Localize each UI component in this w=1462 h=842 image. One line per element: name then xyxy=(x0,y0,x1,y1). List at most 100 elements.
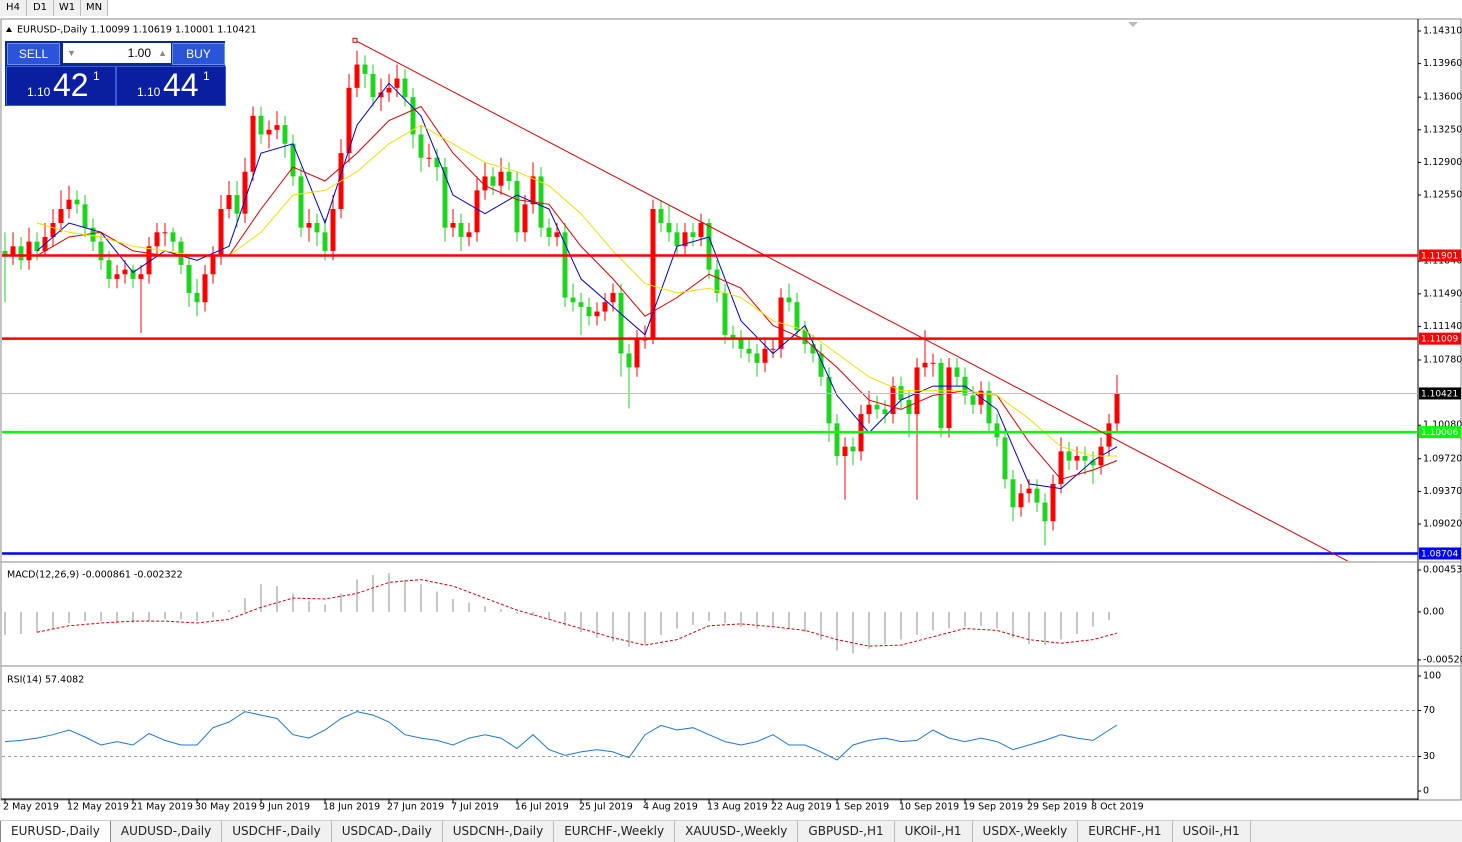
candle-body xyxy=(426,157,432,159)
chart-tab[interactable]: USDCAD-,Daily xyxy=(332,821,443,842)
y-tick-label: 1.13250 xyxy=(1423,124,1462,135)
level-tag xyxy=(1419,426,1461,439)
y-tick-label: 1.11490 xyxy=(1423,288,1462,299)
candle-body xyxy=(690,232,696,237)
candle-body xyxy=(610,292,616,303)
candle-body xyxy=(274,125,280,130)
bid-frac: 1 xyxy=(93,69,100,83)
buy-button[interactable]: BUY xyxy=(172,43,225,65)
candle-body xyxy=(314,222,320,233)
x-tick-label: 7 Jul 2019 xyxy=(451,802,499,813)
panel-title: MACD(12,26,9) -0.000861 -0.002322 xyxy=(7,570,183,581)
timeframe-button[interactable]: H4 xyxy=(0,0,27,16)
candle-body xyxy=(650,209,656,340)
candle-body xyxy=(346,87,352,154)
candle-body xyxy=(714,269,720,293)
timeframe-button[interactable]: W1 xyxy=(54,0,81,16)
candle-body xyxy=(618,292,624,354)
candle-body xyxy=(1042,502,1048,522)
chart-tab[interactable]: EURUSD-,Daily xyxy=(0,821,111,842)
chart-tab[interactable]: USDCNH-,Daily xyxy=(443,821,555,842)
x-tick-label: 25 Jul 2019 xyxy=(579,802,633,813)
candle-body xyxy=(786,297,792,303)
chart-tab[interactable]: USDX-,Weekly xyxy=(973,821,1079,842)
candle-body xyxy=(362,64,368,74)
level-tag xyxy=(1419,387,1461,400)
spin-up[interactable]: ▲ xyxy=(158,48,167,58)
candle-body xyxy=(330,209,336,251)
candle-body xyxy=(1034,488,1040,503)
y-tick-label: 70 xyxy=(1423,705,1435,716)
candle-body xyxy=(730,334,736,340)
candle-body xyxy=(2,250,8,256)
y-tick-label: 0 xyxy=(1423,786,1429,797)
candle-body xyxy=(66,199,72,210)
candle-body xyxy=(570,297,576,303)
candle-body xyxy=(506,171,512,182)
candle-body xyxy=(482,176,488,191)
candle-body xyxy=(554,232,560,237)
candle-body xyxy=(58,209,64,223)
candle-body xyxy=(90,227,96,242)
candle-body xyxy=(106,260,112,279)
shift-marker xyxy=(1128,22,1138,27)
candle-body xyxy=(186,264,192,293)
candle-body xyxy=(410,97,416,135)
candle-body xyxy=(170,232,176,242)
chart-tab[interactable]: EURCHF-,H1 xyxy=(1078,821,1173,842)
bid-pips: 42 xyxy=(53,67,89,103)
price-plot xyxy=(2,50,1120,546)
timeframe-toolbar: H4 D1 W1 MN xyxy=(0,0,108,17)
x-tick-label: 30 May 2019 xyxy=(195,802,257,813)
candle-body xyxy=(34,241,40,251)
chart-tab[interactable]: USOil-,H1 xyxy=(1173,821,1251,842)
candle-body xyxy=(762,348,768,363)
candle-body xyxy=(26,241,32,261)
candle-body xyxy=(514,181,520,233)
candle-body xyxy=(698,222,704,237)
lot-input[interactable]: ▼ 1.00 ▲ xyxy=(63,43,171,63)
candle-body xyxy=(1090,460,1096,466)
timeframe-button[interactable]: D1 xyxy=(27,0,54,16)
candle-body xyxy=(674,232,680,247)
chart-tab[interactable]: AUDUSD-,Daily xyxy=(111,821,223,842)
chart-tab[interactable]: XAUUSD-,Weekly xyxy=(675,821,799,842)
candle-body xyxy=(194,292,200,303)
candle-body xyxy=(530,176,536,205)
candle-body xyxy=(74,199,80,205)
candle-body xyxy=(1058,451,1064,484)
chart-tab[interactable]: USDCHF-,Daily xyxy=(222,821,332,842)
candle-body xyxy=(834,423,840,456)
candle-body xyxy=(810,344,816,354)
sell-button[interactable]: SELL xyxy=(7,43,60,65)
candle-body xyxy=(666,222,672,233)
level-label: 1.11009 xyxy=(1421,335,1458,345)
chart-tab[interactable]: GBPUSD-,H1 xyxy=(798,821,895,842)
chart-tab[interactable]: UKOil-,H1 xyxy=(895,821,973,842)
x-tick-label: 4 Aug 2019 xyxy=(643,802,698,813)
candle-body xyxy=(546,227,552,237)
candle-body xyxy=(1074,455,1080,461)
spin-down[interactable]: ▼ xyxy=(67,48,76,58)
candle-body xyxy=(322,232,328,251)
chart: 1.14310 1.13960 1.13600 1.13250 1.12900 1.125… xyxy=(0,18,1462,813)
bid-quote[interactable]: 1.10 42 1 xyxy=(6,66,116,106)
candle-body xyxy=(282,125,288,144)
one-click-trading: SELL ▼ 1.00 ▲ BUY 1.10 42 1 1.10 44 1 xyxy=(5,41,226,106)
ask-quote[interactable]: 1.10 44 1 xyxy=(116,66,226,106)
candle-body xyxy=(946,367,952,429)
chart-tab[interactable]: EURCHF-,Weekly xyxy=(554,821,676,842)
lot-value: 1.00 xyxy=(127,46,151,60)
collapse-icon[interactable] xyxy=(6,27,12,32)
candle-body xyxy=(802,330,808,345)
candle-body xyxy=(634,339,640,368)
candle-body xyxy=(626,353,632,368)
indicator-line xyxy=(36,579,1118,647)
candle-body xyxy=(906,400,912,415)
candle-body xyxy=(578,302,584,307)
y-tick-label: 0.004535 xyxy=(1423,565,1462,576)
timeframe-button[interactable]: MN xyxy=(81,0,108,16)
candle-body xyxy=(586,306,592,317)
level-label: 1.08704 xyxy=(1421,549,1458,559)
